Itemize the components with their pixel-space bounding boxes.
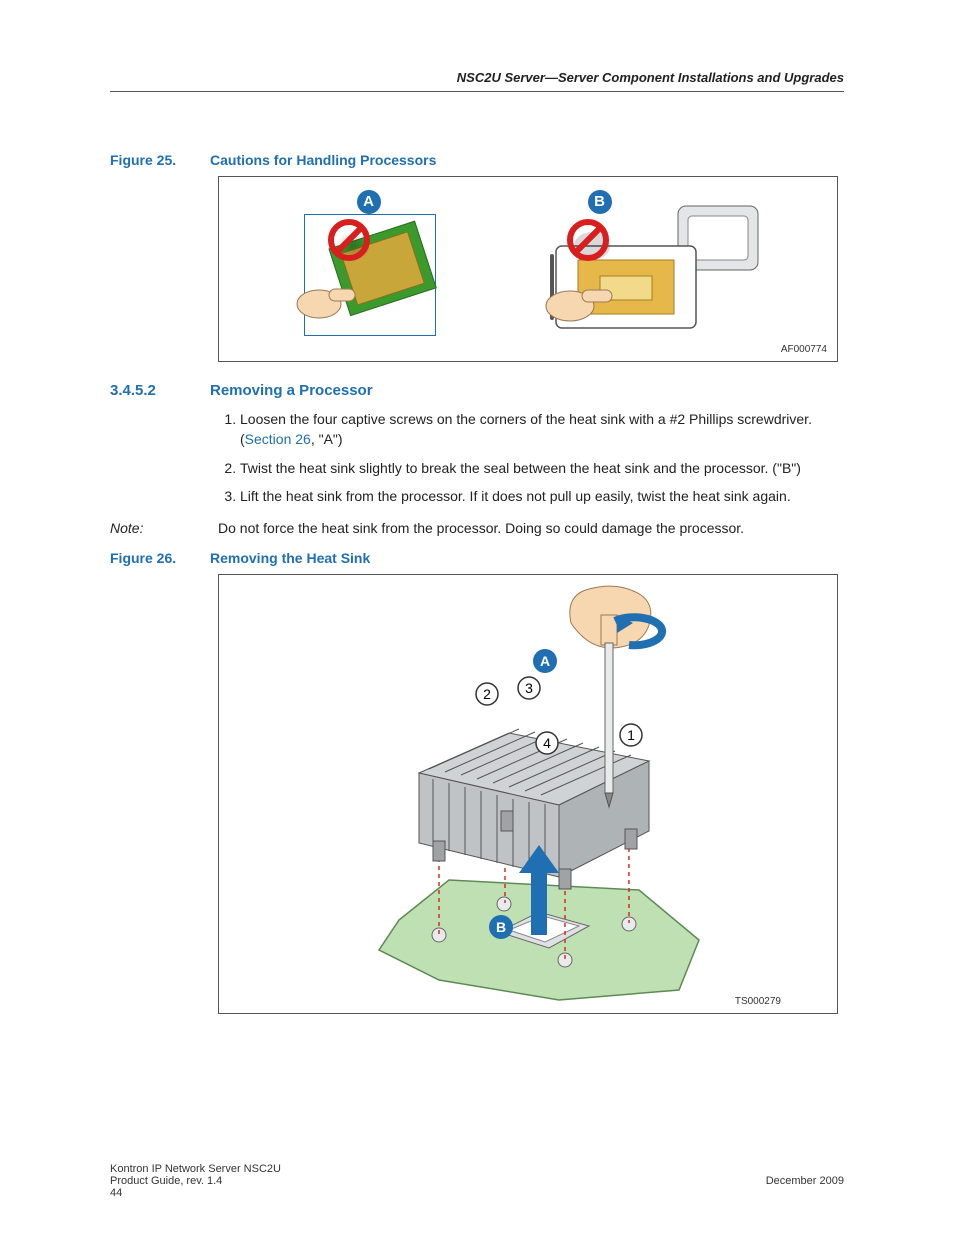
figure-26-label: Figure 26. — [110, 550, 210, 566]
svg-text:1: 1 — [627, 727, 635, 743]
page: NSC2U Server—Server Component Installati… — [0, 0, 954, 1235]
figure-26-code: TS000279 — [735, 996, 781, 1007]
no-touch-icon — [327, 218, 371, 262]
figure25-panel-a: A — [269, 194, 469, 344]
callout-4: 4 — [536, 732, 558, 754]
note-row: Note: Do not force the heat sink from th… — [110, 520, 844, 536]
svg-text:2: 2 — [483, 686, 491, 702]
step-2: Twist the heat sink slightly to break th… — [240, 458, 844, 478]
section-title: Removing a Processor — [210, 382, 373, 399]
step-1: Loosen the four captive screws on the co… — [240, 409, 844, 450]
badge-b-icon: B — [489, 915, 513, 939]
page-footer: Kontron IP Network Server NSC2U Product … — [110, 1163, 844, 1199]
callout-1: 1 — [620, 724, 642, 746]
svg-text:B: B — [496, 919, 506, 935]
figure-25-caption: Figure 25.Cautions for Handling Processo… — [110, 152, 844, 168]
figure-25-code: AF000774 — [781, 344, 827, 355]
figure25-panel-b: B — [528, 194, 788, 344]
no-touch-icon — [566, 218, 610, 262]
footer-date: December 2009 — [766, 1175, 844, 1187]
section-26-link[interactable]: Section 26 — [245, 431, 311, 447]
footer-page: 44 — [110, 1187, 122, 1199]
footer-guide: Product Guide, rev. 1.4 — [110, 1175, 222, 1187]
socket-illustration — [528, 194, 788, 344]
step-3: Lift the heat sink from the processor. I… — [240, 486, 844, 506]
steps-list: Loosen the four captive screws on the co… — [218, 409, 844, 506]
figure-26-caption: Figure 26.Removing the Heat Sink — [110, 550, 844, 566]
chip-illustration — [269, 194, 469, 344]
badge-a-icon: A — [533, 649, 557, 673]
running-header: NSC2U Server—Server Component Installati… — [110, 70, 844, 85]
callout-3: 3 — [518, 677, 540, 699]
figure-25-label: Figure 25. — [110, 152, 210, 168]
header-rule — [110, 91, 844, 92]
figure-25-title: Cautions for Handling Processors — [210, 152, 436, 168]
section-heading: 3.4.5.2Removing a Processor — [110, 382, 844, 399]
figure-25-box: A — [218, 176, 838, 362]
note-label: Note: — [110, 520, 218, 536]
note-text: Do not force the heat sink from the proc… — [218, 520, 844, 536]
steps-block: Loosen the four captive screws on the co… — [218, 409, 844, 506]
footer-product: Kontron IP Network Server NSC2U — [110, 1163, 281, 1175]
svg-text:4: 4 — [543, 735, 551, 751]
heatsink-illustration: 2 3 1 4 A — [219, 575, 839, 1015]
figure-26-title: Removing the Heat Sink — [210, 550, 370, 566]
svg-text:A: A — [540, 653, 550, 669]
svg-text:3: 3 — [525, 680, 533, 696]
section-number: 3.4.5.2 — [110, 382, 210, 399]
figure-26-box: 2 3 1 4 A — [218, 574, 838, 1014]
callout-2: 2 — [476, 683, 498, 705]
